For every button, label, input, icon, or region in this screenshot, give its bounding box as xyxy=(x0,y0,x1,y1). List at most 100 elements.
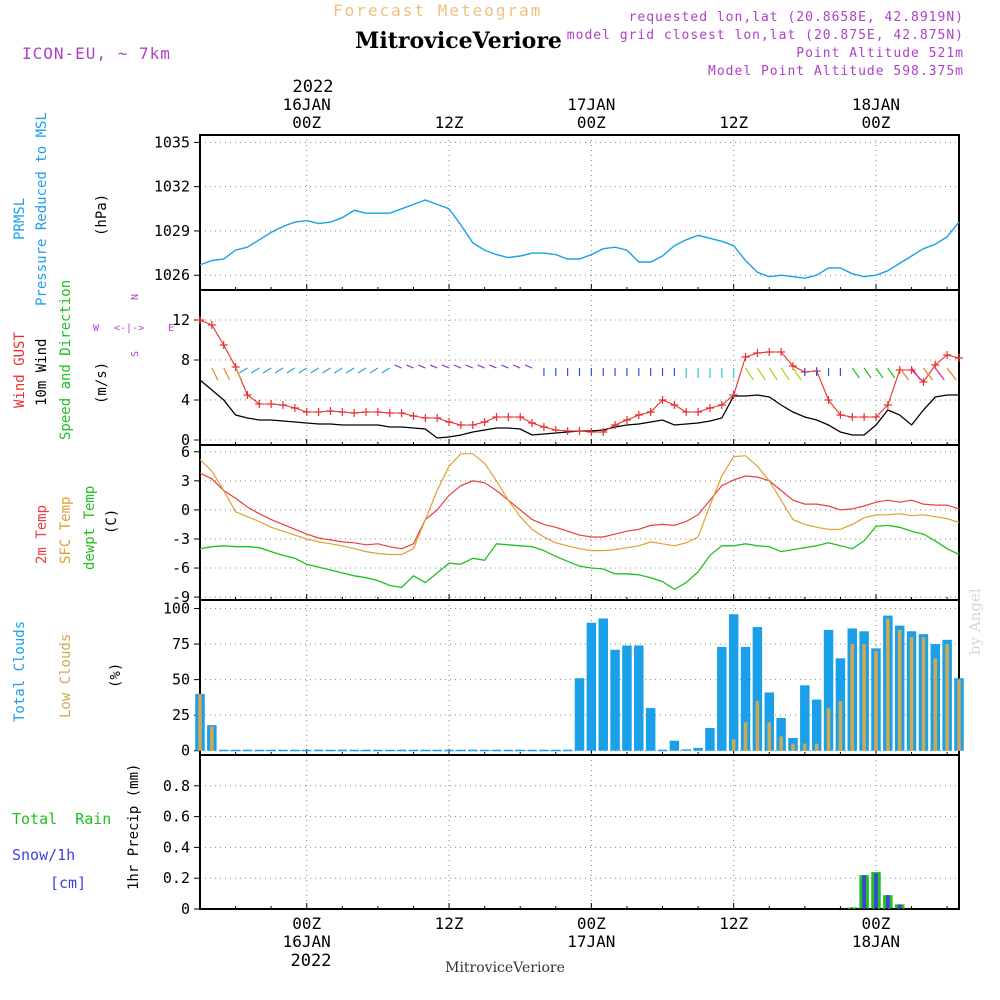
low-cloud-bar xyxy=(791,743,795,751)
compass-n: N xyxy=(130,294,141,300)
compass-e: E xyxy=(168,323,174,334)
gust-marker xyxy=(611,421,620,429)
total-clouds-label: Total Clouds xyxy=(12,621,28,722)
gust-marker xyxy=(587,428,596,436)
wind-direction-arrow xyxy=(441,364,450,369)
low-cloud-bar xyxy=(826,708,831,751)
pressure-panel: 1026 1029 1032 1035 xyxy=(154,133,960,291)
low-cloud-bar xyxy=(838,700,843,751)
rain-bar xyxy=(847,907,858,909)
wind-labels: Wind GUST 10m Wind Speed and Direction (… xyxy=(12,280,174,440)
wind-direction-arrow xyxy=(934,367,945,381)
total-cloud-bar xyxy=(313,749,324,752)
gust-marker xyxy=(350,409,359,417)
y-tick-label: 0 xyxy=(181,900,190,918)
total-cloud-bar xyxy=(800,685,810,751)
gust-marker xyxy=(207,321,216,329)
gust-marker xyxy=(267,400,276,408)
total-cloud-bar xyxy=(551,749,561,752)
compass-mid: <-|-> xyxy=(114,323,144,334)
bottom-date-label: 18JAN xyxy=(852,932,900,951)
total-cloud-bar xyxy=(811,699,822,751)
low-cloud-bar xyxy=(731,739,736,751)
t2m-label: 2m Temp xyxy=(34,505,50,564)
wind10-label: 10m Wind xyxy=(34,339,50,406)
y-tick-label: 0.4 xyxy=(163,838,190,856)
footer-location: MitroviceVeriore xyxy=(445,960,565,976)
y-tick-label: 0.6 xyxy=(163,808,190,826)
bottom-date-label: 17JAN xyxy=(567,932,615,951)
gust-marker xyxy=(955,354,963,362)
y-tick-label: -6 xyxy=(172,559,190,577)
y-tick-label: 75 xyxy=(172,635,190,653)
compass-w: W xyxy=(93,323,100,334)
wind-direction-arrow xyxy=(899,367,910,381)
dew-label: dewpt Temp xyxy=(82,486,98,570)
low-cloud-bar xyxy=(743,722,748,751)
wind-direction-arrow xyxy=(223,367,231,381)
gust-marker xyxy=(622,416,631,424)
cloud-labels: Total Clouds Low Clouds (%) xyxy=(12,621,124,722)
wind-direction-arrow xyxy=(310,367,319,374)
wind-direction-arrow xyxy=(235,367,243,381)
y-tick-label: -3 xyxy=(172,530,190,548)
rain-label: Total Rain xyxy=(12,810,111,828)
gust-marker xyxy=(219,341,228,349)
gust-marker xyxy=(646,408,655,416)
total-cloud-bar xyxy=(432,749,442,752)
wind-direction-arrow xyxy=(851,367,860,379)
low-cloud-bar xyxy=(779,736,783,751)
precip-frame xyxy=(199,754,960,910)
total-cloud-bar xyxy=(515,749,525,752)
point-altitude: Point Altitude 521m xyxy=(796,46,964,61)
gust-marker xyxy=(516,413,525,421)
y-tick-label: 100 xyxy=(163,600,190,618)
gust-marker xyxy=(231,363,240,371)
gust-marker xyxy=(765,348,774,356)
closest-coords: model grid closest lon,lat (20.875E, 42.… xyxy=(566,28,964,43)
clouds-panel: 0 25 50 75 100 xyxy=(163,599,964,760)
total-cloud-bar xyxy=(645,708,656,751)
low-cloud-bar xyxy=(862,644,866,751)
gust-marker xyxy=(445,418,454,426)
y-tick-label: 4 xyxy=(181,391,190,409)
wind-frame xyxy=(199,289,960,446)
bottom-time-label: 00Z xyxy=(292,914,321,933)
top-date-label: 17JAN xyxy=(567,95,615,114)
low-cloud-bar xyxy=(909,636,914,751)
gust-marker xyxy=(777,348,786,356)
low-cloud-bar xyxy=(874,651,878,751)
wind-direction-arrow xyxy=(745,367,755,381)
y-tick-label: 1035 xyxy=(154,133,190,151)
wind-direction-arrow xyxy=(768,367,778,381)
y-tick-label: 12 xyxy=(172,311,190,329)
y-tick-label: 6 xyxy=(181,443,190,461)
wind-direction-arrow xyxy=(922,367,933,381)
gust-marker xyxy=(255,400,264,408)
total-cloud-bar xyxy=(752,627,763,751)
wind-unit: (m/s) xyxy=(94,362,110,404)
total-cloud-bar xyxy=(539,749,549,752)
gust-marker xyxy=(456,421,465,429)
wind-panel: 0 4 8 12 xyxy=(172,289,963,449)
wind-direction-arrow xyxy=(286,367,296,374)
wind-direction-arrow xyxy=(863,367,872,379)
total-cloud-bar xyxy=(479,749,490,752)
low-cloud-bar xyxy=(767,722,772,751)
wind-direction-arrow xyxy=(477,364,485,369)
gust-marker xyxy=(504,413,513,421)
pressure-frame xyxy=(199,134,960,291)
location-title: MitroviceVeriore xyxy=(355,28,562,54)
pressure-labels: PRMSL Pressure Reduced to MSL (hPa) xyxy=(12,112,110,306)
top-date-label: 18JAN xyxy=(852,95,900,114)
wind-direction-arrow xyxy=(911,367,922,381)
low-cloud-bar xyxy=(755,700,760,751)
low-cloud-bar xyxy=(957,679,961,751)
low-cloud-bar xyxy=(803,743,807,751)
gust-marker xyxy=(848,413,857,421)
wind-direction-arrow xyxy=(274,367,284,374)
total-cloud-bar xyxy=(301,749,312,752)
total-cloud-bar xyxy=(562,749,573,752)
wind-direction-arrow xyxy=(524,364,533,369)
